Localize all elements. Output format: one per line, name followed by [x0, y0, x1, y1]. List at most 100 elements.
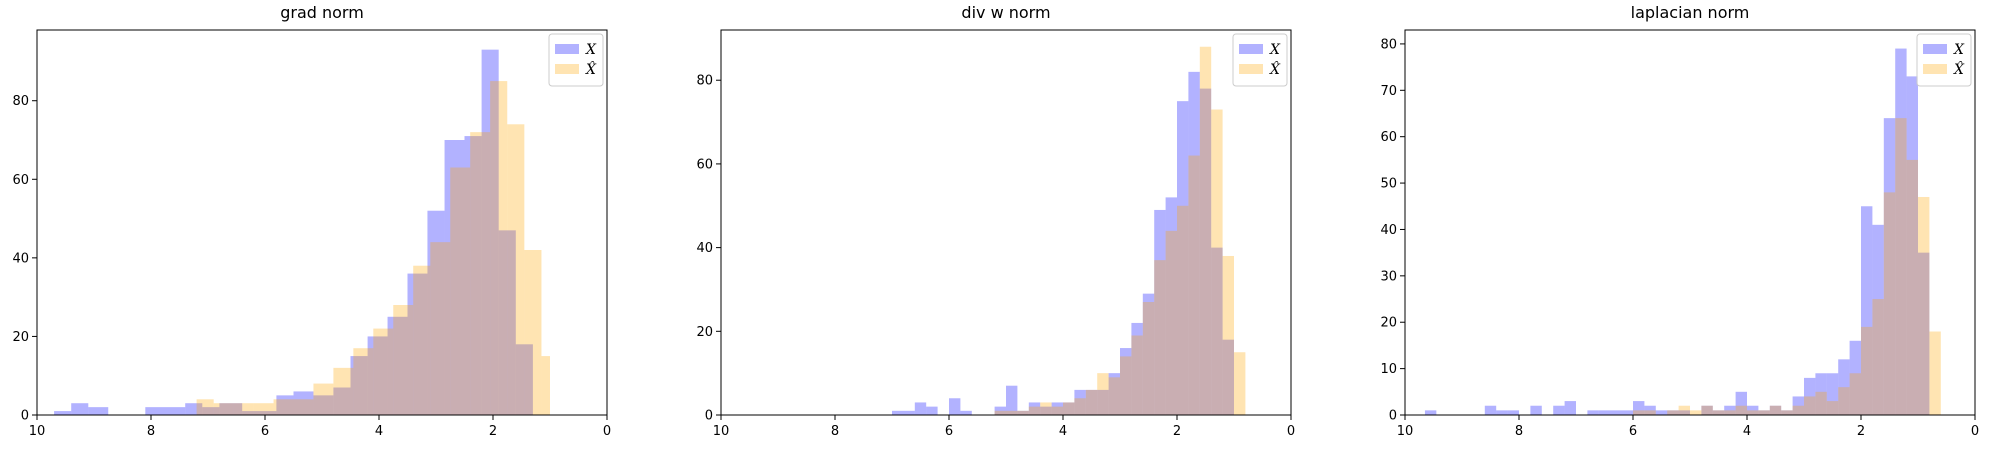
legend: X X̂ — [1232, 33, 1288, 87]
histogram-bar — [1895, 48, 1907, 415]
histogram-bar — [914, 402, 927, 415]
y-tick-label: 80 — [12, 94, 29, 109]
histogram-bar — [1188, 155, 1200, 416]
x-tick-label: 8 — [147, 424, 155, 439]
histogram-bar — [313, 395, 334, 415]
histogram-bar — [333, 387, 351, 415]
histogram-bar — [1781, 410, 1793, 415]
histogram-bar — [994, 406, 1006, 415]
histogram-bar — [196, 399, 214, 415]
histogram-bar — [1872, 224, 1884, 415]
y-tick-label: 80 — [1380, 37, 1397, 52]
x-tick-label: 10 — [29, 424, 46, 439]
histogram-bar — [1154, 260, 1166, 415]
legend-swatch — [1923, 64, 1947, 74]
histogram-bar — [1085, 389, 1098, 415]
histogram-bar — [242, 411, 277, 415]
histogram-bar — [1838, 359, 1850, 415]
histogram-bar — [892, 410, 915, 415]
histogram-bar — [88, 407, 109, 415]
chart-title: grad norm — [280, 3, 364, 22]
y-tick-label: 70 — [1380, 84, 1397, 99]
histogram-bar — [994, 410, 1018, 415]
histogram-bar — [293, 399, 314, 415]
histogram-bar — [1484, 405, 1497, 415]
histogram-bar — [353, 348, 374, 415]
histogram-bar — [1063, 402, 1075, 415]
histogram-bar — [413, 265, 431, 415]
x-tick-label: 8 — [1515, 424, 1523, 439]
x-tick-label: 4 — [1743, 424, 1751, 439]
histogram-bar — [1815, 373, 1827, 415]
histogram-bar — [1747, 405, 1759, 415]
histogram-bar — [1074, 398, 1086, 415]
histogram-bar — [1838, 387, 1850, 415]
series-x-hat — [994, 46, 1246, 416]
y-tick-label: 40 — [696, 241, 713, 256]
histogram-bar — [202, 407, 220, 415]
histogram-bar — [1758, 410, 1770, 415]
histogram-bar — [1199, 46, 1212, 415]
legend: X X̂ — [1916, 33, 1972, 87]
histogram-bar — [233, 403, 254, 415]
histogram-bar — [1131, 335, 1143, 415]
legend-label: X̂ — [585, 60, 597, 78]
histogram-bar — [1792, 405, 1804, 415]
x-tick-label: 8 — [831, 424, 839, 439]
histogram-bar — [1690, 410, 1702, 415]
histogram-bar — [1199, 88, 1212, 415]
histogram-bar — [1424, 410, 1437, 415]
histogram-bar — [1074, 389, 1086, 415]
histogram-bar — [1211, 109, 1223, 416]
histogram-bar — [507, 124, 525, 416]
chart-title: laplacian norm — [1631, 3, 1750, 22]
histogram-bar — [1906, 76, 1918, 415]
x-tick-label: 2 — [1857, 424, 1865, 439]
histogram-bar — [367, 336, 388, 415]
series-x — [1424, 48, 1930, 415]
x-tick-label: 10 — [1397, 424, 1414, 439]
legend-box — [1232, 33, 1288, 87]
histogram-bar — [1234, 352, 1246, 415]
histogram-bar — [407, 273, 428, 415]
chart-title: div w norm — [961, 3, 1050, 22]
y-tick-label: 0 — [1389, 409, 1397, 424]
histogram-bar — [350, 356, 368, 415]
histogram-bar — [949, 398, 961, 415]
axes-frame — [36, 29, 608, 416]
x-tick-label: 6 — [945, 424, 953, 439]
legend-label: X — [1953, 42, 1965, 58]
legend-swatch — [555, 44, 579, 54]
legend-box — [548, 33, 604, 87]
histogram-bar — [1177, 205, 1189, 415]
histogram-bar — [1872, 299, 1884, 415]
histogram-bar — [1120, 356, 1132, 415]
y-tick-label: 60 — [1380, 130, 1397, 145]
series-x-hat — [1633, 118, 1941, 415]
legend-label: X̂ — [1269, 60, 1281, 78]
histogram-bar — [1028, 402, 1041, 415]
histogram-bar — [430, 242, 451, 415]
histogram-bar — [1598, 410, 1633, 415]
histogram-bar — [185, 403, 203, 415]
histogram-bar — [1097, 373, 1109, 415]
histogram-bar — [387, 316, 408, 415]
legend-swatch — [1923, 44, 1947, 54]
histogram-bar — [1758, 410, 1770, 415]
histogram-bar — [1051, 406, 1063, 415]
histogram-bar — [1154, 209, 1166, 415]
histogram-bar — [1769, 405, 1782, 415]
x-tick-label: 10 — [713, 424, 730, 439]
histogram-bar — [1017, 410, 1029, 415]
histogram-bar — [541, 356, 550, 415]
histogram-bar — [464, 136, 482, 416]
y-tick-label: 40 — [1380, 223, 1397, 238]
histogram-bar — [926, 406, 938, 415]
y-tick-label: 10 — [1380, 362, 1397, 377]
y-tick-label: 0 — [705, 409, 713, 424]
histogram-bar — [1747, 410, 1759, 415]
histogram-bar — [213, 403, 234, 415]
legend-swatch — [1239, 64, 1263, 74]
